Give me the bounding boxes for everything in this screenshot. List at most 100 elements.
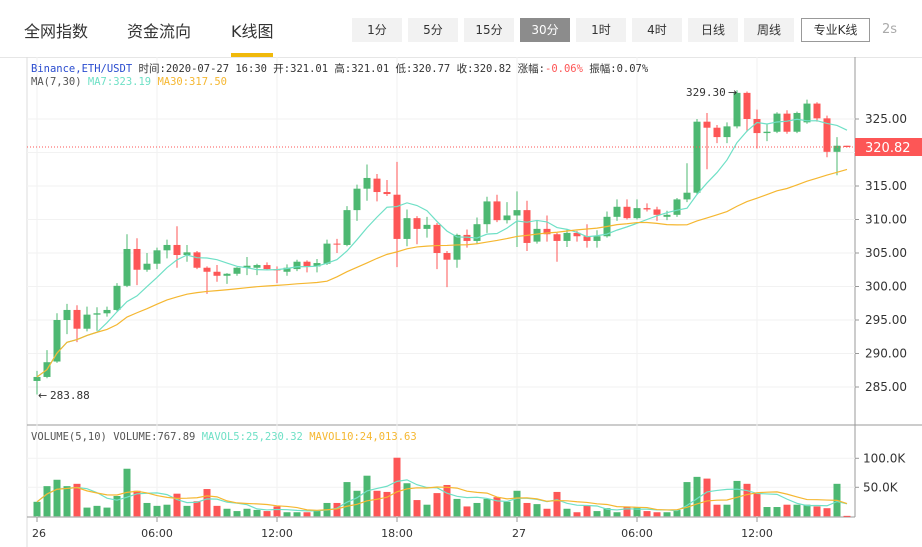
- candle-body: [163, 244, 171, 251]
- candle-body: [113, 285, 121, 310]
- candle-body: [333, 243, 341, 245]
- candle-body: [103, 309, 111, 314]
- last-price-label: 320.82: [865, 141, 911, 156]
- active-tab-indicator: [231, 53, 273, 57]
- volume-title: VOLUME(5,10): [31, 431, 107, 443]
- volume-bar: [843, 515, 851, 517]
- candle-body: [783, 113, 791, 132]
- y-tick-label: 325.00: [865, 112, 907, 126]
- candle-body: [663, 214, 671, 217]
- candle-body: [563, 232, 571, 241]
- volume-bar: [63, 486, 71, 517]
- x-tick-label: 12:00: [261, 527, 293, 540]
- candle-body: [843, 145, 851, 148]
- candle-body: [533, 228, 541, 242]
- candle-body: [573, 232, 581, 237]
- volume-bar: [653, 512, 661, 517]
- tab-fund-flow[interactable]: 资金流向: [127, 22, 192, 41]
- volume-bar: [513, 490, 521, 517]
- open-label: 开:: [273, 63, 291, 75]
- period-15m-button[interactable]: 15分: [464, 18, 514, 42]
- high-label: 高:: [334, 63, 352, 75]
- candle-body: [173, 244, 181, 256]
- volume-bar: [163, 504, 171, 517]
- candle-body: [223, 273, 231, 276]
- volume-bar: [773, 507, 781, 517]
- candle-body: [203, 267, 211, 272]
- volume-bar: [363, 475, 371, 517]
- volume-bar: [33, 501, 41, 517]
- period-1h-button[interactable]: 1时: [576, 18, 626, 42]
- volume-bar: [423, 504, 431, 517]
- tab-market-index[interactable]: 全网指数: [24, 22, 89, 41]
- candle-body: [143, 263, 151, 270]
- period-1m-button[interactable]: 1分: [352, 18, 402, 42]
- y-tick-label: 310.00: [865, 213, 907, 227]
- volume-bar: [413, 500, 421, 517]
- volume-bar: [443, 484, 451, 517]
- candle-body: [153, 250, 161, 264]
- volume-value: VOLUME:767.89: [113, 431, 196, 443]
- volume-bar: [143, 502, 151, 517]
- candle-body: [343, 210, 351, 245]
- candle-body: [393, 194, 401, 239]
- candle-body: [83, 314, 91, 329]
- y-tick-label: 305.00: [865, 246, 907, 260]
- volume-tick-label: 50.0K: [863, 480, 899, 494]
- volume-bar: [103, 507, 111, 517]
- x-tick-label: 06:00: [621, 527, 653, 540]
- period-4h-button[interactable]: 4时: [632, 18, 682, 42]
- volume-bar: [333, 502, 341, 517]
- max-price-label: 329.30: [686, 86, 726, 99]
- period-30m-button[interactable]: 30分: [520, 18, 570, 42]
- volume-bar: [753, 493, 761, 517]
- volume-bar: [113, 496, 121, 517]
- candle-body: [773, 113, 781, 132]
- period-5m-button[interactable]: 5分: [408, 18, 458, 42]
- volume-bar: [193, 501, 201, 517]
- volume-bar: [403, 483, 411, 517]
- volume-bar: [503, 501, 511, 517]
- candle-body: [493, 201, 501, 221]
- candle-body: [683, 192, 691, 200]
- candle-body: [513, 210, 521, 216]
- candle-body: [53, 320, 61, 362]
- tab-kline[interactable]: K线图: [231, 22, 274, 41]
- candle-body: [553, 234, 561, 241]
- candle-body: [613, 206, 621, 217]
- mavol5-value: MAVOL5:25,230.32: [201, 431, 303, 443]
- close-value: 320.82: [473, 63, 512, 75]
- candle-body: [193, 252, 201, 268]
- mavol5-line: [36, 479, 848, 512]
- period-1w-button[interactable]: 周线: [744, 18, 794, 42]
- candle-body: [483, 201, 491, 225]
- volume-bar: [93, 505, 101, 517]
- volume-bar: [813, 506, 821, 517]
- candle-body: [523, 210, 531, 243]
- volume-legend: VOLUME(5,10) VOLUME:767.89 MAVOL5:25,230…: [31, 431, 417, 443]
- time-label: 时间:: [138, 63, 166, 75]
- candle-body: [653, 209, 661, 215]
- candle-body: [183, 252, 191, 256]
- candle-body: [723, 126, 731, 138]
- candle-body: [583, 236, 591, 241]
- candle-body: [133, 248, 141, 270]
- volume-bar: [373, 490, 381, 517]
- candle-body: [413, 218, 421, 229]
- volume-bar: [643, 511, 651, 517]
- amplitude-value: 0.07%: [616, 63, 649, 75]
- ma-title: MA(7,30): [31, 76, 82, 88]
- pro-kline-button[interactable]: 专业K线: [801, 18, 870, 42]
- volume-bar: [733, 480, 741, 517]
- candle-body: [463, 234, 471, 241]
- volume-bar: [223, 508, 231, 517]
- candle-body: [363, 177, 371, 189]
- volume-bar: [73, 483, 81, 517]
- volume-bar: [783, 504, 791, 517]
- candle-body: [813, 103, 821, 119]
- candle-body: [253, 265, 261, 268]
- volume-bar: [583, 505, 591, 517]
- period-1d-button[interactable]: 日线: [688, 18, 738, 42]
- candle-body: [693, 121, 701, 193]
